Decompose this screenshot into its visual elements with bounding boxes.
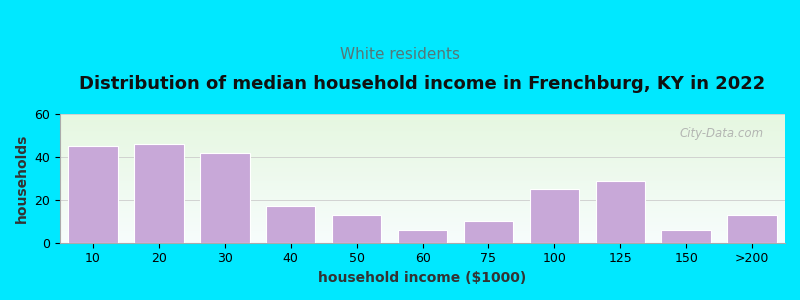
Bar — [662, 230, 711, 243]
Y-axis label: households: households — [15, 134, 29, 223]
Text: City-Data.com: City-Data.com — [679, 127, 763, 140]
X-axis label: household income ($1000): household income ($1000) — [318, 271, 526, 285]
Bar — [266, 206, 315, 243]
Bar — [332, 215, 382, 243]
Bar — [68, 146, 118, 243]
Bar — [134, 144, 184, 243]
Title: Distribution of median household income in Frenchburg, KY in 2022: Distribution of median household income … — [79, 75, 766, 93]
Bar — [200, 153, 250, 243]
Bar — [727, 215, 777, 243]
Bar — [464, 221, 513, 243]
Bar — [398, 230, 447, 243]
Bar — [595, 181, 645, 243]
Bar — [530, 189, 579, 243]
Text: White residents: White residents — [340, 46, 460, 62]
